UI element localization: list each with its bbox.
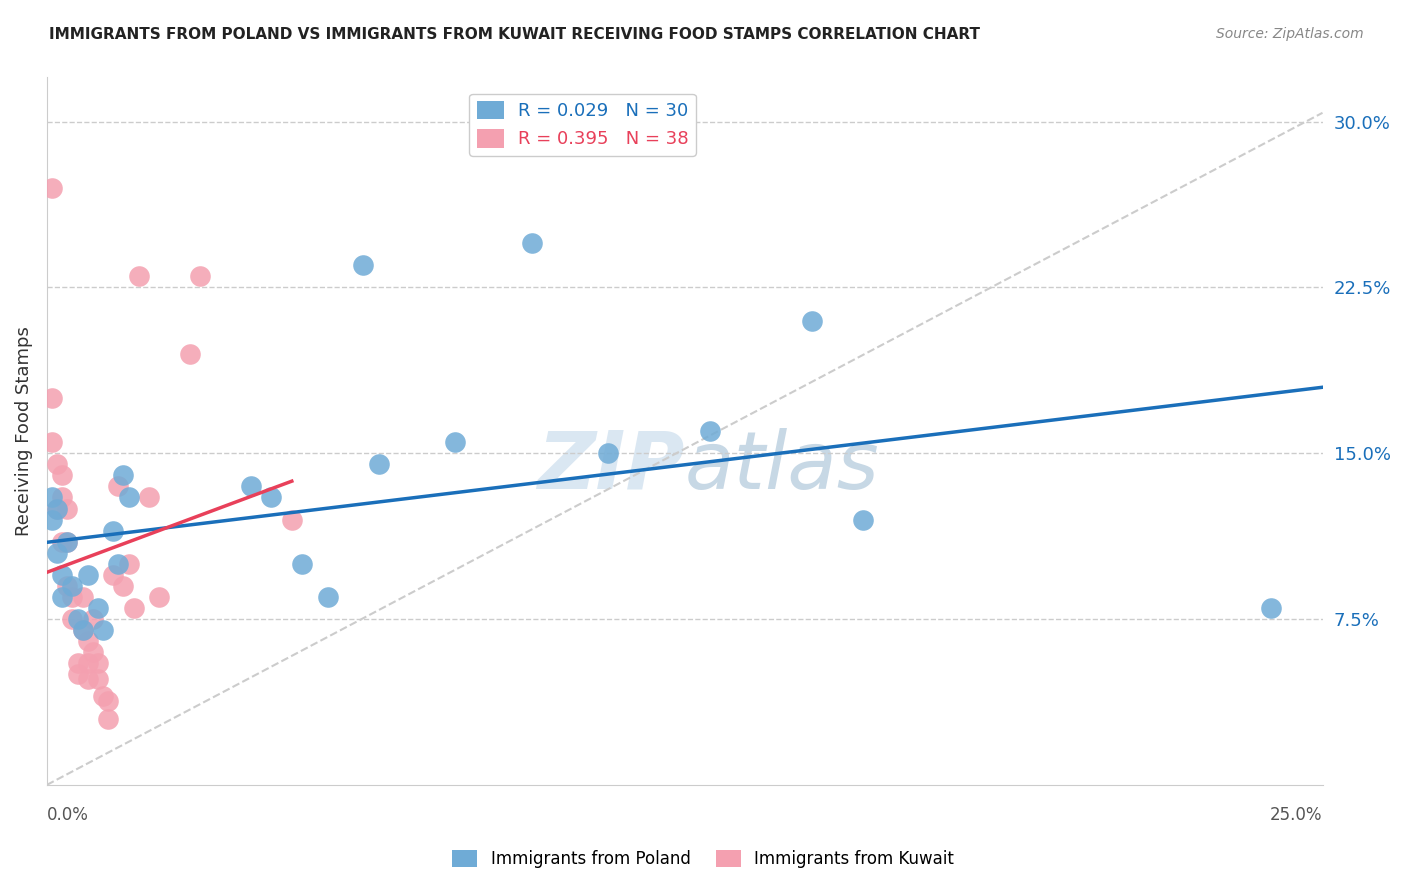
Point [66, 657, 89, 671]
Point [138, 491, 160, 505]
Point [66, 667, 89, 681]
Point [444, 435, 467, 450]
Point [91, 690, 114, 704]
Point [60, 612, 83, 626]
Point [316, 590, 339, 604]
Point [76, 672, 98, 686]
Point [41, 391, 63, 405]
Text: 25.0%: 25.0% [1270, 806, 1323, 824]
Point [41, 435, 63, 450]
Point [60, 590, 83, 604]
Point [112, 468, 135, 483]
Point [51, 567, 73, 582]
Point [41, 491, 63, 505]
Point [852, 512, 875, 526]
Point [87, 657, 110, 671]
Point [72, 590, 94, 604]
Point [699, 424, 721, 438]
Point [281, 512, 304, 526]
Point [97, 694, 120, 708]
Point [117, 491, 139, 505]
Point [46, 546, 69, 560]
Point [107, 479, 129, 493]
Point [97, 712, 120, 726]
Point [82, 612, 104, 626]
Point [188, 269, 211, 284]
Point [56, 534, 79, 549]
Point [352, 258, 374, 272]
Point [51, 468, 73, 483]
Point [76, 634, 98, 648]
Point [72, 623, 94, 637]
Point [1260, 601, 1282, 615]
Text: ZIP: ZIP [537, 427, 685, 506]
Point [179, 347, 201, 361]
Point [148, 590, 170, 604]
Point [56, 579, 79, 593]
Point [260, 491, 283, 505]
Point [291, 557, 314, 571]
Legend: Immigrants from Poland, Immigrants from Kuwait: Immigrants from Poland, Immigrants from … [446, 843, 960, 875]
Point [41, 181, 63, 195]
Point [51, 534, 73, 549]
Point [51, 491, 73, 505]
Point [112, 579, 135, 593]
Point [46, 501, 69, 516]
Point [46, 458, 69, 472]
Text: 0.0%: 0.0% [46, 806, 89, 824]
Point [122, 601, 145, 615]
Point [76, 567, 98, 582]
Point [41, 512, 63, 526]
Point [72, 623, 94, 637]
Point [87, 672, 110, 686]
Text: atlas: atlas [685, 427, 879, 506]
Point [520, 236, 543, 251]
Point [240, 479, 263, 493]
Point [51, 590, 73, 604]
Point [87, 601, 110, 615]
Point [801, 313, 824, 327]
Point [103, 567, 125, 582]
Point [107, 557, 129, 571]
Point [60, 579, 83, 593]
Point [82, 645, 104, 659]
Text: IMMIGRANTS FROM POLAND VS IMMIGRANTS FROM KUWAIT RECEIVING FOOD STAMPS CORRELATI: IMMIGRANTS FROM POLAND VS IMMIGRANTS FRO… [49, 27, 980, 42]
Point [56, 534, 79, 549]
Point [128, 269, 150, 284]
Point [76, 657, 98, 671]
Y-axis label: Receiving Food Stamps: Receiving Food Stamps [15, 326, 32, 536]
Point [56, 501, 79, 516]
Point [103, 524, 125, 538]
Point [91, 623, 114, 637]
Point [117, 557, 139, 571]
Point [598, 446, 620, 460]
Point [66, 612, 89, 626]
Point [46, 501, 69, 516]
Point [367, 458, 389, 472]
Text: Source: ZipAtlas.com: Source: ZipAtlas.com [1216, 27, 1364, 41]
Legend: R = 0.029   N = 30, R = 0.395   N = 38: R = 0.029 N = 30, R = 0.395 N = 38 [470, 94, 696, 156]
